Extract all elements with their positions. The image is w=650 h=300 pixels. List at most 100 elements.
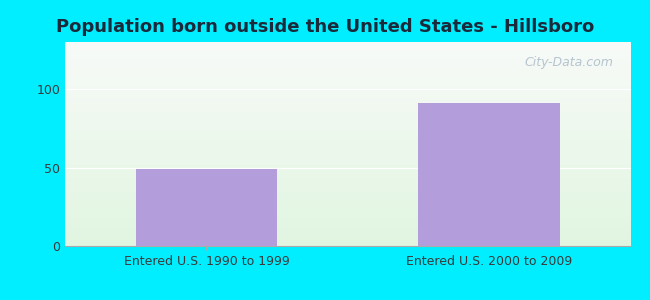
Bar [65,47,630,48]
Bar [65,61,630,62]
Bar [65,182,630,183]
Bar [65,110,630,111]
Bar [65,55,630,56]
Bar [65,183,630,184]
Bar [65,63,630,64]
Bar [65,236,630,237]
Bar [65,158,630,159]
Bar [65,163,630,164]
Bar [65,135,630,136]
Bar [65,245,630,246]
Bar [65,89,630,90]
Bar [65,194,630,195]
Bar [65,218,630,219]
Bar [65,224,630,225]
Bar [65,187,630,188]
Bar [65,195,630,196]
Bar [65,170,630,171]
Bar [65,165,630,166]
Bar [65,200,630,201]
Bar [65,199,630,200]
Bar [65,59,630,60]
Text: Population born outside the United States - Hillsboro: Population born outside the United State… [56,18,594,36]
Bar [65,98,630,99]
Bar [65,207,630,208]
Bar [65,229,630,230]
Bar [65,64,630,65]
Bar [65,84,630,85]
Bar [65,57,630,58]
Bar [65,159,630,160]
Bar [65,215,630,216]
Bar [65,230,630,231]
Bar [65,130,630,131]
Bar [65,146,630,147]
Bar [65,134,630,135]
Bar [65,184,630,185]
Bar [65,80,630,81]
Bar [65,192,630,193]
Bar [65,186,630,187]
Bar [65,114,630,115]
Bar [65,188,630,189]
Bar [65,203,630,204]
Bar [65,202,630,203]
Bar [65,53,630,54]
Bar [65,219,630,220]
Bar [65,46,630,47]
Bar [65,237,630,238]
Bar [65,92,630,93]
Bar [65,211,630,212]
Bar [65,132,630,133]
Bar [65,99,630,100]
Bar [65,175,630,176]
Bar [65,76,630,77]
Bar [65,174,630,175]
Bar [65,87,630,88]
Bar [65,172,630,173]
Bar [65,212,630,213]
Bar [65,223,630,224]
Bar [65,90,630,91]
Bar [65,69,630,70]
Bar [65,243,630,244]
Bar [65,162,630,163]
Bar [65,117,630,118]
Bar [65,73,630,74]
Bar [65,116,630,117]
Bar [65,142,630,143]
Bar [65,210,630,211]
Bar [65,50,630,51]
Bar [65,94,630,95]
Bar [65,126,630,127]
Bar [65,177,630,178]
Bar [65,49,630,50]
Bar [65,52,630,53]
Bar [65,118,630,119]
Bar [65,65,630,66]
Bar [65,171,630,172]
Bar [65,164,630,165]
Bar [65,74,630,75]
Bar [65,178,630,179]
Bar [65,119,630,120]
Bar [65,148,630,149]
Bar [65,140,630,141]
Bar [65,157,630,158]
Bar [65,201,630,202]
Bar [65,75,630,76]
Bar [65,238,630,239]
Bar [65,97,630,98]
Bar [65,235,630,236]
Bar [65,216,630,217]
Bar [65,71,630,72]
Bar [65,244,630,245]
Bar [65,86,630,87]
Bar [65,79,630,80]
Bar [65,108,630,109]
Bar [65,95,630,96]
Bar [65,104,630,105]
Bar [65,231,630,232]
Bar [65,60,630,61]
Bar [65,113,630,114]
